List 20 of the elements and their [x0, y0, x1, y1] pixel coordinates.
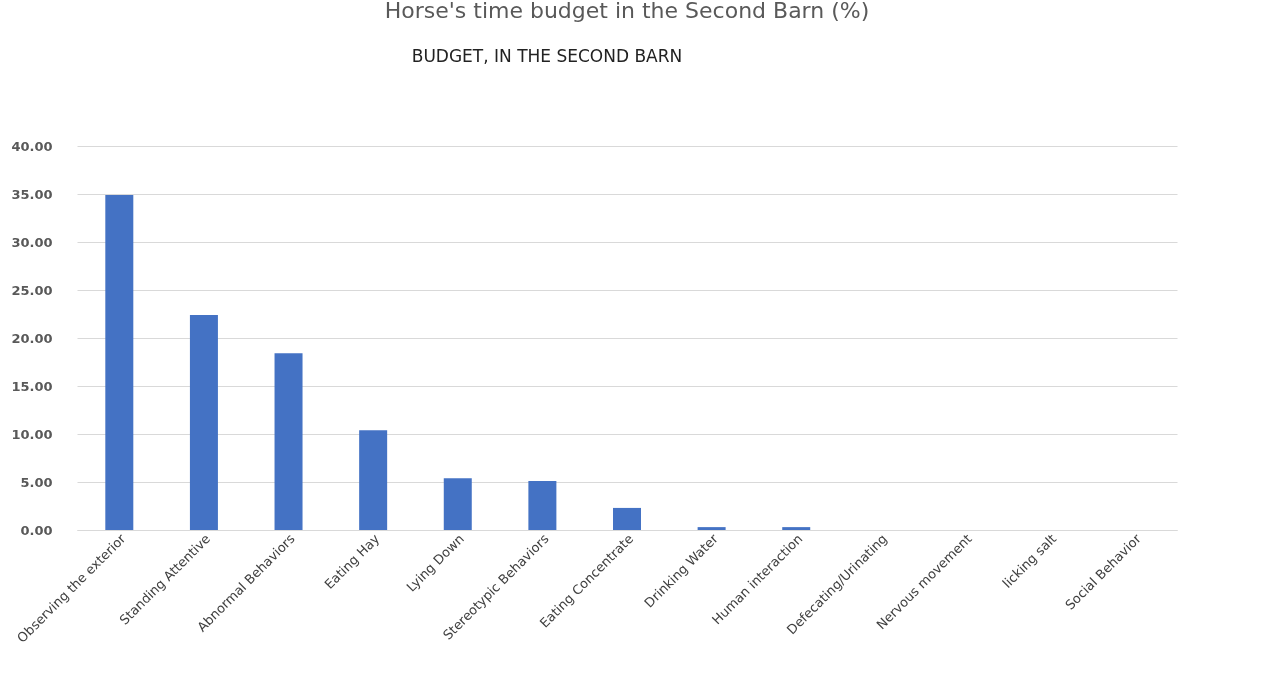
y-tick-label: 20.00	[11, 330, 53, 346]
bar	[443, 478, 472, 530]
bar	[613, 507, 641, 530]
y-tick-label: 35.00	[11, 186, 53, 202]
y-tick-label: 0.00	[20, 522, 53, 538]
y-tick-label: 40.00	[11, 138, 53, 154]
bar	[528, 481, 557, 530]
text: BUDGET, IN THE SECOND BARN	[411, 46, 683, 66]
y-tick-label: 30.00	[11, 234, 53, 250]
y-tick-label: 15.00	[11, 378, 53, 394]
y-tick-label: 5.00	[20, 474, 53, 490]
bar	[359, 430, 388, 530]
chart-title: Horse's time budget in the Second Barn (%)	[384, 0, 870, 23]
bar	[782, 527, 811, 530]
y-tick-label: 10.00	[11, 426, 53, 442]
y-tick-label: 25.00	[11, 282, 53, 298]
bar	[189, 314, 218, 530]
bar	[105, 194, 134, 530]
bar	[697, 527, 726, 530]
bar	[274, 353, 303, 530]
